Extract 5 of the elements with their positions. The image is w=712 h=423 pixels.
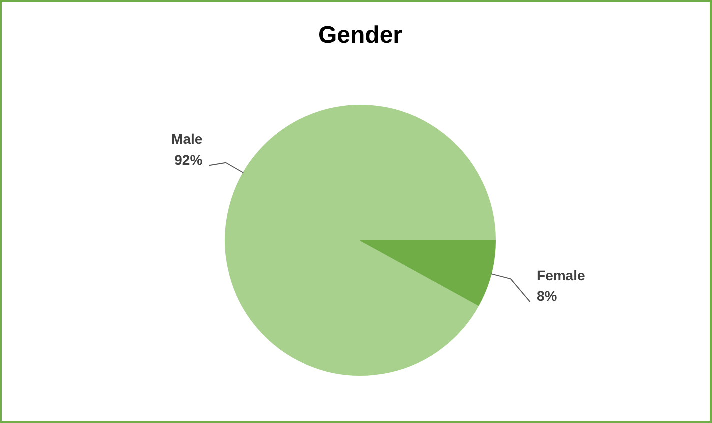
slice-label: Female bbox=[537, 267, 586, 284]
data-label: 8% bbox=[537, 288, 558, 304]
chart-title: Gender bbox=[318, 22, 403, 49]
slice-label: Male bbox=[172, 130, 203, 147]
data-label: 92% bbox=[174, 152, 204, 168]
